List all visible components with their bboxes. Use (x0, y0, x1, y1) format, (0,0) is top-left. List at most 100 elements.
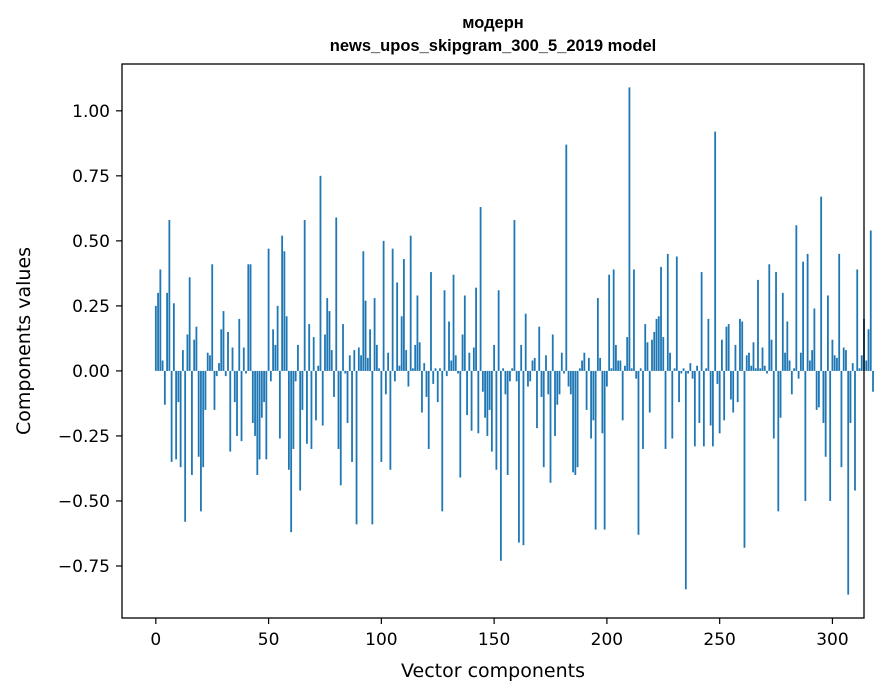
bar-6 (168, 220, 171, 371)
bar-172 (542, 370, 545, 468)
bar-15 (188, 277, 191, 371)
bar-235 (684, 370, 687, 590)
y-tick-label: 0.75 (72, 167, 110, 187)
bar-18 (195, 326, 198, 371)
bar-295 (820, 196, 823, 371)
bar-16 (191, 370, 193, 475)
bar-187 (576, 370, 579, 468)
bar-168 (533, 357, 536, 371)
bar-118 (421, 370, 423, 413)
bar-84 (344, 370, 347, 374)
bar-311 (856, 269, 859, 371)
bar-3 (161, 360, 164, 371)
bar-202 (610, 368, 613, 371)
bar-24 (209, 355, 211, 371)
bar-204 (615, 344, 617, 371)
bar-181 (563, 370, 565, 374)
bar-78 (330, 350, 333, 371)
bar-128 (443, 290, 446, 371)
bar-79 (333, 370, 335, 397)
bar-69 (310, 370, 313, 449)
x-tick-label: 50 (258, 630, 280, 650)
bar-31 (224, 370, 227, 377)
bar-137 (463, 295, 466, 371)
bar-61 (292, 370, 295, 449)
bar-64 (299, 370, 302, 491)
bar-293 (815, 370, 818, 410)
bar-219 (648, 370, 651, 413)
bar-288 (804, 370, 807, 501)
bar-74 (321, 370, 324, 426)
bar-258 (736, 370, 739, 403)
bar-183 (567, 370, 570, 387)
bar-164 (524, 313, 527, 371)
bar-40 (245, 370, 247, 374)
bar-291 (811, 350, 814, 371)
bar-231 (675, 256, 678, 371)
bar-301 (833, 355, 836, 371)
bar-125 (436, 370, 439, 403)
bar-17 (193, 339, 196, 371)
bar-173 (545, 355, 547, 371)
bar-281 (788, 360, 791, 371)
bar-159 (513, 220, 516, 371)
bar-22 (204, 370, 207, 410)
bar-138 (466, 370, 468, 416)
bar-249 (716, 370, 719, 384)
bar-215 (639, 368, 642, 371)
bar-256 (732, 370, 735, 413)
bar-230 (673, 368, 676, 371)
bar-57 (283, 251, 286, 371)
bar-86 (348, 355, 351, 371)
bar-13 (184, 370, 187, 522)
bar-82 (339, 370, 342, 486)
bar-200 (605, 370, 608, 387)
bar-257 (734, 344, 737, 371)
bar-76 (326, 298, 329, 371)
bar-51 (269, 370, 272, 382)
bar-237 (689, 363, 692, 371)
bar-184 (569, 370, 572, 395)
bar-201 (608, 274, 611, 371)
y-tick-label: 0.50 (72, 232, 110, 252)
bar-197 (599, 357, 602, 371)
bar-216 (642, 370, 644, 449)
bar-177 (554, 370, 556, 436)
x-tick-label: 200 (591, 630, 623, 650)
bar-243 (702, 370, 705, 447)
bar-253 (725, 326, 728, 371)
bar-274 (772, 370, 775, 439)
y-tick-label: 0.00 (72, 362, 110, 382)
bar-263 (748, 352, 750, 371)
bar-52 (272, 329, 274, 371)
bar-101 (382, 240, 385, 371)
bar-26 (213, 370, 216, 410)
bar-4 (163, 370, 166, 405)
bar-49 (265, 370, 268, 460)
y-tick-label: −0.25 (58, 427, 110, 447)
bar-91 (360, 355, 362, 371)
bar-14 (186, 334, 189, 371)
bar-94 (366, 357, 369, 371)
bar-97 (373, 298, 376, 371)
bar-180 (560, 352, 563, 371)
bar-192 (587, 357, 590, 371)
bar-68 (308, 324, 311, 371)
bar-132 (452, 274, 455, 371)
bar-232 (678, 370, 680, 403)
bars-group (154, 87, 874, 595)
bar-157 (509, 370, 511, 382)
bar-1 (157, 292, 159, 371)
bar-280 (786, 321, 789, 371)
bar-208 (624, 365, 626, 371)
bar-116 (416, 295, 419, 371)
bar-227 (666, 253, 669, 371)
bar-162 (520, 344, 523, 371)
bar-130 (448, 321, 450, 371)
bar-105 (391, 248, 394, 371)
bar-103 (387, 352, 390, 371)
bar-264 (750, 365, 753, 371)
bar-117 (418, 342, 421, 371)
bar-85 (346, 370, 349, 423)
